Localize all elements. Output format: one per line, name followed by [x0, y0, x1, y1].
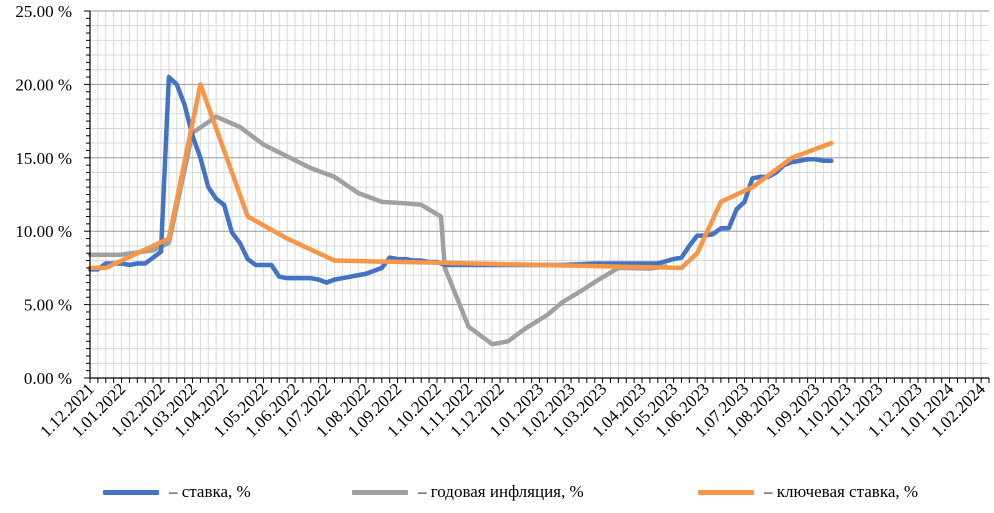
legend-swatch-rate — [103, 489, 159, 495]
legend-label-key-rate: – ключевая ставка, % — [764, 482, 919, 501]
legend-swatch-inflation — [352, 489, 408, 495]
y-tick-label: 15.00 % — [15, 149, 72, 168]
y-tick-label: 5.00 % — [24, 296, 72, 315]
series-inflation-line — [87, 114, 668, 347]
legend-item-inflation: – годовая инфляция, % — [352, 482, 584, 502]
legend-swatch-key-rate — [698, 489, 754, 495]
series-rate-line — [87, 74, 834, 285]
y-tick-label: 25.00 % — [15, 2, 72, 21]
gridlines — [90, 10, 989, 379]
x-axis-tick-labels: 1.12.20211.01.20221.02.20221.03.20221.04… — [36, 379, 989, 441]
legend: – ставка, % – годовая инфляция, % – ключ… — [0, 478, 994, 508]
series-lines — [87, 74, 834, 347]
axes — [84, 10, 990, 383]
legend-label-inflation: – годовая инфляция, % — [418, 482, 584, 501]
y-tick-label: 10.00 % — [15, 222, 72, 241]
legend-item-rate: – ставка, % — [103, 482, 251, 502]
legend-label-rate: – ставка, % — [169, 482, 251, 501]
series-key-rate-line — [87, 82, 834, 271]
y-tick-label: 0.00 % — [24, 369, 72, 388]
y-tick-label: 20.00 % — [15, 75, 72, 94]
legend-item-key-rate: – ключевая ставка, % — [698, 482, 918, 502]
y-axis-tick-labels: 0.00 % 5.00 % 10.00 % 15.00 % 20.00 % 25.00 % — [15, 2, 72, 388]
